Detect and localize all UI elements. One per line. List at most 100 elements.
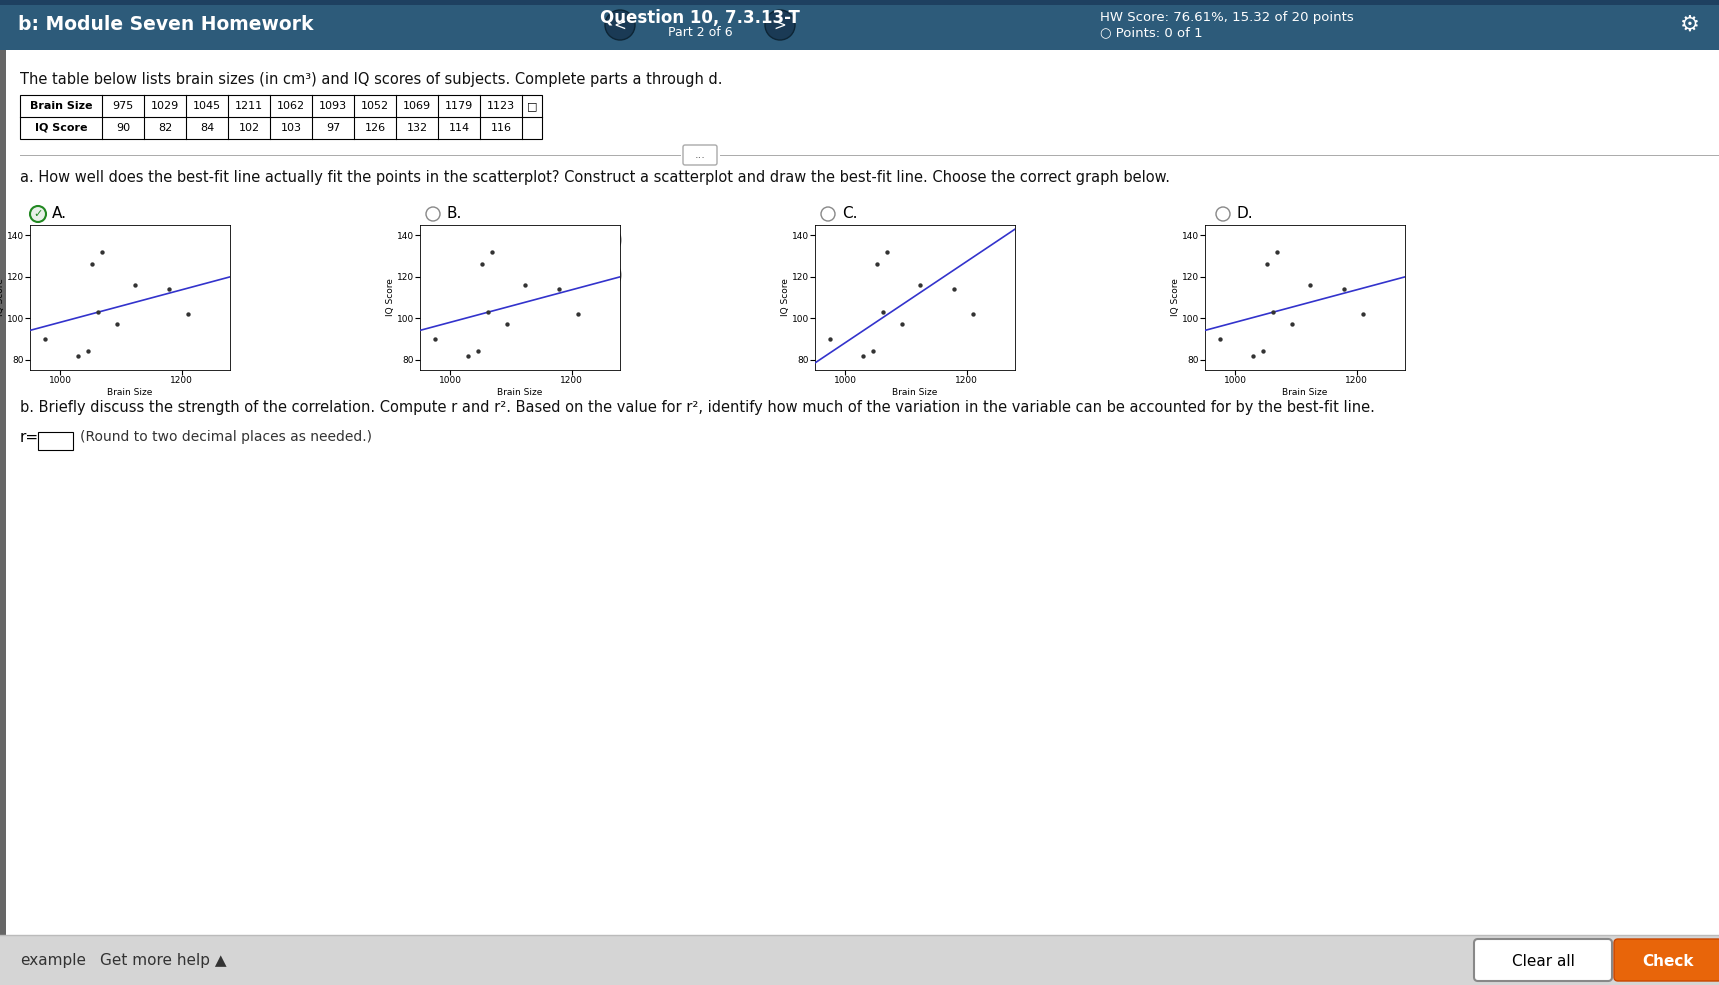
Point <box>155 282 182 297</box>
Ellipse shape <box>1375 226 1404 254</box>
Text: 90: 90 <box>115 123 131 133</box>
Point <box>1253 256 1281 272</box>
Text: ⚙: ⚙ <box>1679 15 1700 35</box>
Text: D.: D. <box>1238 207 1253 222</box>
Point <box>77 256 105 272</box>
Point <box>870 304 897 320</box>
Ellipse shape <box>593 226 621 254</box>
Bar <box>0 0 1719 50</box>
Point <box>103 316 131 332</box>
Point <box>120 277 148 293</box>
Text: 1062: 1062 <box>277 101 304 111</box>
Text: >: > <box>774 18 786 33</box>
Text: □: □ <box>526 101 538 111</box>
Text: ○ Points: 0 of 1: ○ Points: 0 of 1 <box>1100 27 1203 39</box>
Point <box>940 282 968 297</box>
Text: 102: 102 <box>239 123 260 133</box>
Point <box>478 244 505 260</box>
Point <box>1207 331 1234 347</box>
Text: ↗: ↗ <box>975 298 985 311</box>
Text: 82: 82 <box>158 123 172 133</box>
Y-axis label: IQ Score: IQ Score <box>0 279 5 316</box>
Ellipse shape <box>765 10 794 40</box>
Point <box>959 306 987 322</box>
Circle shape <box>29 206 46 222</box>
Point <box>873 244 901 260</box>
Point <box>860 344 887 360</box>
Point <box>906 277 933 293</box>
Text: 1123: 1123 <box>486 101 516 111</box>
Bar <box>21 95 541 139</box>
Point <box>64 348 91 363</box>
Ellipse shape <box>593 261 621 289</box>
Text: b: Module Seven Homework: b: Module Seven Homework <box>17 16 313 34</box>
Text: ↗: ↗ <box>189 298 199 311</box>
Point <box>564 306 591 322</box>
Point <box>1239 348 1267 363</box>
Text: <: < <box>614 18 626 33</box>
Ellipse shape <box>605 10 634 40</box>
FancyBboxPatch shape <box>1614 939 1719 981</box>
Text: A.: A. <box>52 207 67 222</box>
Text: ...: ... <box>694 150 705 160</box>
X-axis label: Brain Size: Brain Size <box>107 388 153 397</box>
Text: 975: 975 <box>112 101 134 111</box>
Text: 🔍: 🔍 <box>603 233 610 246</box>
Bar <box>182 295 206 315</box>
Text: B.: B. <box>447 207 462 222</box>
Point <box>1263 244 1291 260</box>
Point <box>849 348 877 363</box>
Bar <box>1358 295 1382 315</box>
Point <box>31 331 58 347</box>
Point <box>1331 282 1358 297</box>
Text: 🔍: 🔍 <box>997 233 1004 246</box>
Text: 1211: 1211 <box>236 101 263 111</box>
Text: Part 2 of 6: Part 2 of 6 <box>667 27 732 39</box>
Bar <box>968 295 992 315</box>
Text: Clear all: Clear all <box>1511 953 1575 968</box>
Bar <box>0 0 1719 5</box>
Text: (Round to two decimal places as needed.): (Round to two decimal places as needed.) <box>81 430 371 444</box>
Bar <box>574 295 598 315</box>
Text: a. How well does the best-fit line actually fit the points in the scatterplot? C: a. How well does the best-fit line actua… <box>21 170 1171 185</box>
Text: 🔍: 🔍 <box>211 233 218 246</box>
Text: r=: r= <box>21 430 40 445</box>
Point <box>474 304 502 320</box>
X-axis label: Brain Size: Brain Size <box>1282 388 1327 397</box>
Text: ↗: ↗ <box>1365 298 1375 311</box>
Text: Q: Q <box>210 269 220 282</box>
Text: Q: Q <box>1386 269 1394 282</box>
Point <box>421 331 449 347</box>
Point <box>511 277 538 293</box>
Point <box>464 344 492 360</box>
Point <box>174 306 201 322</box>
Text: 1069: 1069 <box>402 101 431 111</box>
Text: IQ Score: IQ Score <box>34 123 88 133</box>
Point <box>1277 316 1305 332</box>
Point <box>74 344 101 360</box>
Point <box>889 316 916 332</box>
Text: Question 10, 7.3.13-T: Question 10, 7.3.13-T <box>600 9 799 27</box>
Text: ↗: ↗ <box>581 298 593 311</box>
Point <box>545 282 572 297</box>
Text: C.: C. <box>842 207 858 222</box>
Text: 126: 126 <box>364 123 385 133</box>
Ellipse shape <box>987 226 1014 254</box>
Text: 116: 116 <box>490 123 512 133</box>
X-axis label: Brain Size: Brain Size <box>497 388 543 397</box>
Text: 1052: 1052 <box>361 101 388 111</box>
Point <box>1349 306 1377 322</box>
Point <box>468 256 495 272</box>
Point <box>863 256 890 272</box>
Point <box>1296 277 1324 293</box>
Point <box>88 244 115 260</box>
Point <box>493 316 521 332</box>
Text: example: example <box>21 952 86 967</box>
FancyBboxPatch shape <box>1473 939 1612 981</box>
Text: 1045: 1045 <box>193 101 222 111</box>
Text: b. Briefly discuss the strength of the correlation. Compute r and r². Based on t: b. Briefly discuss the strength of the c… <box>21 400 1375 415</box>
Text: 103: 103 <box>280 123 301 133</box>
Text: 84: 84 <box>199 123 215 133</box>
Text: 1093: 1093 <box>320 101 347 111</box>
Y-axis label: IQ Score: IQ Score <box>387 279 395 316</box>
